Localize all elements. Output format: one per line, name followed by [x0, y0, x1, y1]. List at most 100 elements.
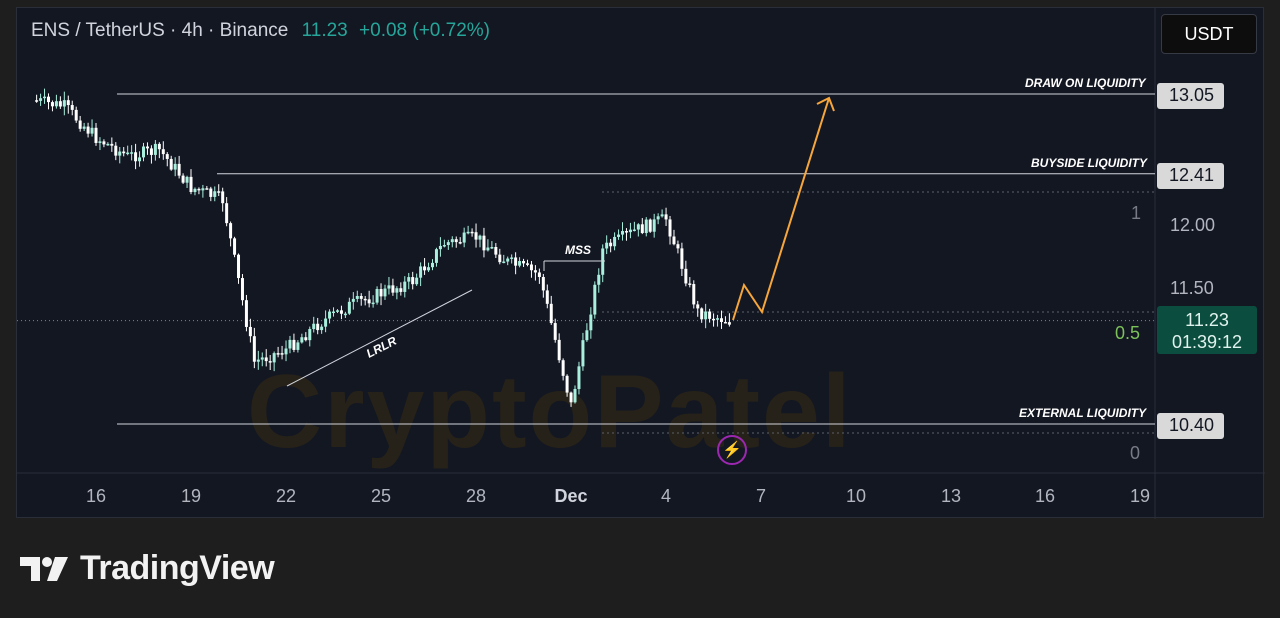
price-tag-13-05: 13.05 [1157, 83, 1225, 109]
x-tick: 22 [275, 486, 297, 506]
candle [316, 323, 320, 331]
candle [248, 326, 252, 337]
x-tick: 16 [85, 486, 107, 506]
candle [118, 151, 122, 156]
chart-panel[interactable]: CryptoPatel LRLR MSS ENS / TetherUS · 4h … [16, 7, 1265, 519]
tradingview-logo[interactable]: TradingView [20, 549, 275, 588]
candle [157, 143, 161, 150]
candle [391, 285, 395, 293]
fib-level-1: 1 [1131, 203, 1142, 223]
candle [648, 219, 652, 232]
candle [545, 290, 549, 304]
candle [446, 242, 450, 246]
x-tick: 10 [845, 486, 867, 506]
projection-arrowhead [816, 96, 835, 112]
candle [565, 375, 569, 393]
candle [514, 257, 518, 266]
chart-canvas[interactable]: LRLR MSS [17, 8, 1265, 519]
candle [387, 285, 391, 289]
candle [470, 231, 474, 234]
candle [367, 299, 371, 304]
candle [478, 235, 482, 240]
candle [149, 148, 153, 155]
candle [134, 152, 138, 162]
candle [557, 339, 561, 361]
candle [280, 353, 284, 355]
candle [272, 353, 276, 363]
candle [355, 295, 359, 299]
candle [712, 318, 716, 321]
candle [486, 247, 490, 251]
lrlr-trendline [286, 289, 473, 387]
candle [510, 257, 514, 259]
candle [569, 392, 573, 403]
candle [98, 141, 102, 143]
watermark: CryptoPatel [247, 354, 853, 470]
candle [411, 277, 415, 285]
candle [696, 304, 700, 309]
candle [300, 337, 304, 343]
fib-level-0: 0 [1130, 443, 1141, 463]
candle [450, 239, 454, 243]
candle [173, 163, 177, 170]
last-price-countdown: 01:39:12 [1171, 332, 1243, 352]
candle [288, 339, 292, 349]
candle [296, 342, 300, 350]
currency-button[interactable]: USDT [1161, 14, 1257, 54]
candle [700, 308, 704, 320]
candle [704, 311, 708, 320]
candle [458, 242, 462, 244]
candle [613, 236, 617, 247]
candle [165, 154, 169, 159]
candle [541, 276, 545, 291]
external-liquidity-label: EXTERNAL LIQUIDITY [1019, 406, 1147, 420]
candle [233, 238, 237, 255]
candle [181, 175, 185, 183]
candle [581, 340, 585, 367]
candle [585, 330, 589, 341]
candle [347, 301, 351, 314]
candle [161, 149, 165, 155]
candle [62, 100, 66, 107]
x-tick: Dec [554, 486, 588, 506]
candle [359, 295, 363, 299]
candle [506, 258, 510, 262]
candle [434, 249, 438, 263]
candle [252, 336, 256, 362]
flash-icon[interactable]: ⚡ [717, 435, 747, 465]
candle [138, 157, 142, 162]
x-tick: 4 [660, 486, 672, 506]
candle [561, 360, 565, 376]
candle [533, 270, 537, 273]
candle [609, 242, 613, 247]
candle [70, 105, 74, 110]
candle [312, 323, 316, 330]
candle [304, 337, 308, 341]
candle [727, 322, 731, 325]
candle [482, 235, 486, 251]
candle [462, 232, 466, 243]
candle [46, 96, 50, 103]
candle [102, 141, 106, 145]
candle [375, 289, 379, 303]
candle [719, 318, 723, 322]
candle [35, 100, 39, 102]
candle [237, 254, 241, 279]
candle [490, 246, 494, 249]
candle [593, 284, 597, 315]
price-change: +0.08 (+0.72%) [359, 20, 491, 41]
candle [577, 366, 581, 390]
candle [628, 229, 632, 233]
candle [621, 231, 625, 235]
candle [438, 245, 442, 250]
candle [292, 339, 296, 350]
last-price-tag-value: 11.23 [1185, 310, 1229, 330]
candle [86, 126, 90, 134]
candle [656, 216, 660, 220]
fib-level-0-5: 0.5 [1115, 323, 1141, 343]
candle [605, 242, 609, 249]
candle [427, 267, 431, 271]
candle [716, 318, 720, 320]
candle [328, 311, 332, 319]
candle [90, 127, 94, 134]
